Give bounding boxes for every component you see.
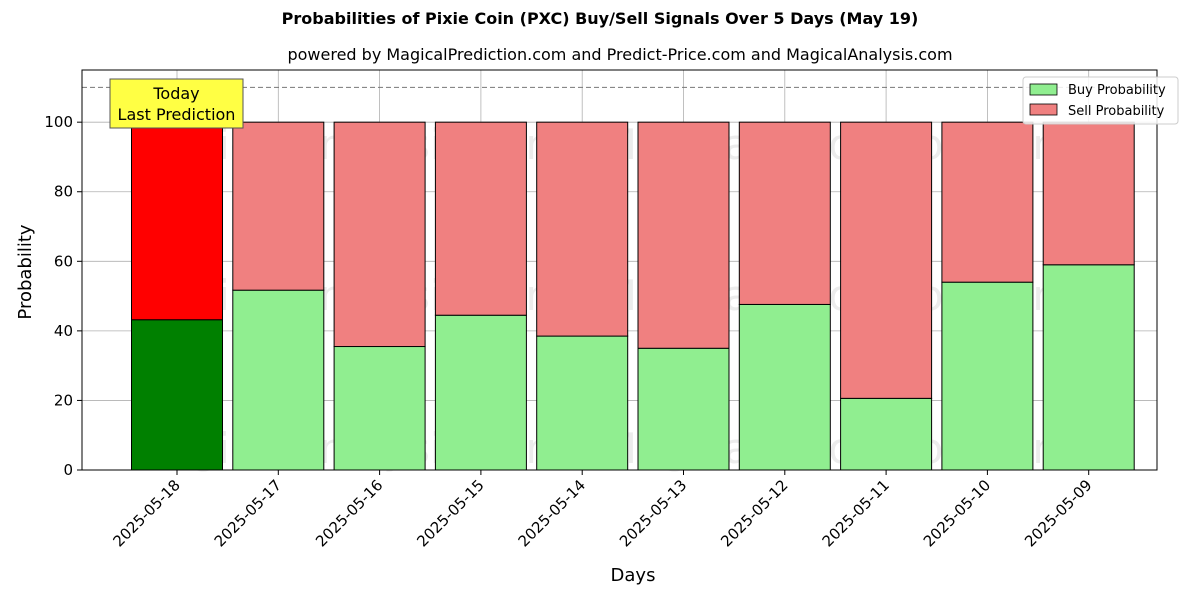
- bar-sell: [434, 121, 527, 316]
- bar-buy: [637, 347, 730, 471]
- y-tick-label: 80: [54, 183, 73, 201]
- annotation-line-2: Last Prediction: [118, 105, 236, 124]
- y-tick-label: 0: [63, 461, 73, 479]
- y-axis-label: Probability: [15, 224, 36, 319]
- today-annotation: Today Last Prediction: [109, 78, 244, 129]
- bar-sell: [637, 121, 730, 349]
- legend-label-buy: Buy Probability: [1068, 83, 1166, 98]
- bar-sell: [131, 121, 223, 321]
- bar-buy: [232, 289, 325, 471]
- legend: Buy Probability Sell Probability: [1022, 76, 1179, 125]
- bar-sell: [738, 121, 831, 305]
- chart-title: Probabilities of Pixie Coin (PXC) Buy/Se…: [281, 9, 919, 28]
- bar-sell: [840, 121, 933, 399]
- bar-buy: [333, 346, 426, 471]
- x-tick-label: 2025-05-11: [819, 476, 893, 550]
- bar-buy: [941, 281, 1034, 471]
- bars-group: [131, 121, 1135, 471]
- y-tick-label: 20: [54, 391, 73, 409]
- x-tick-label: 2025-05-16: [312, 476, 386, 550]
- annotation-box: [109, 78, 244, 129]
- legend-box: [1022, 76, 1179, 125]
- x-tick-label: 2025-05-17: [211, 476, 285, 550]
- x-tick-label: 2025-05-12: [717, 476, 791, 550]
- x-tick-label: 2025-05-14: [515, 476, 589, 550]
- x-tick-label: 2025-05-09: [1021, 476, 1095, 550]
- y-tick-label: 100: [44, 113, 73, 131]
- bar-buy: [536, 335, 629, 471]
- bar-sell: [1042, 121, 1135, 266]
- bar-buy: [840, 397, 933, 471]
- chart-subtitle: powered by MagicalPrediction.com and Pre…: [287, 45, 953, 64]
- x-axis-label: Days: [611, 565, 656, 586]
- x-tick-label: 2025-05-13: [616, 476, 690, 550]
- bar-buy: [434, 314, 527, 471]
- bar-sell: [941, 121, 1034, 283]
- bar-buy: [1042, 264, 1135, 471]
- x-axis-ticks: 2025-05-18 2025-05-17 2025-05-16 2025-05-15…: [109, 470, 1096, 550]
- legend-swatch-buy: [1029, 83, 1058, 96]
- bar-sell: [232, 121, 325, 291]
- plot-frame: [81, 69, 1158, 471]
- y-axis-ticks: 0 20 40 60 80 100: [44, 113, 82, 479]
- y-tick-label: 60: [54, 252, 73, 270]
- annotation-line-1: Today: [152, 84, 199, 103]
- bar-buy: [738, 303, 831, 471]
- legend-swatch-sell: [1029, 103, 1058, 116]
- bar-buy: [131, 319, 223, 471]
- x-tick-label: 2025-05-18: [109, 476, 183, 550]
- y-tick-label: 40: [54, 322, 73, 340]
- x-tick-label: 2025-05-15: [413, 476, 487, 550]
- x-tick-label: 2025-05-10: [920, 476, 994, 550]
- legend-label-sell: Sell Probability: [1068, 104, 1165, 119]
- bar-sell: [536, 121, 629, 337]
- bar-sell: [333, 121, 426, 348]
